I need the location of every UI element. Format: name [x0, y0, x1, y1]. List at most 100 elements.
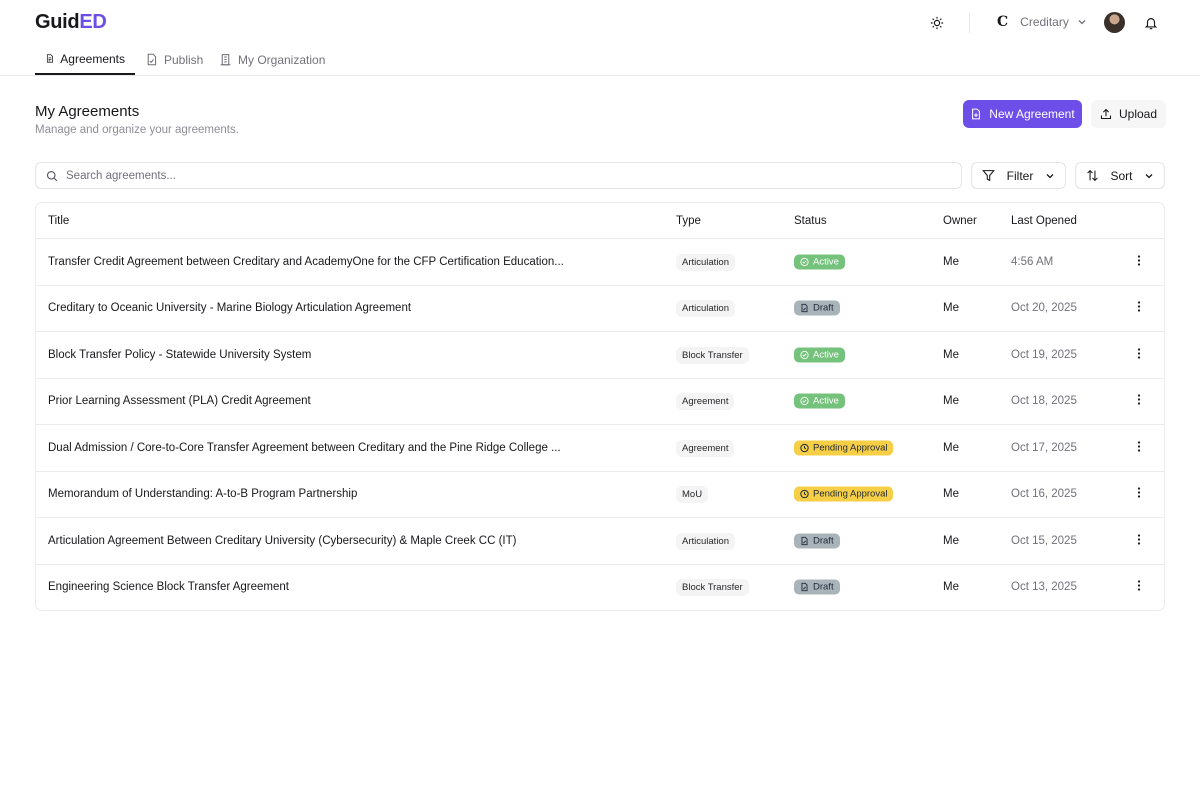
agreement-title[interactable]: Engineering Science Block Transfer Agree…	[48, 581, 289, 594]
column-header-title[interactable]: Title	[48, 214, 70, 227]
type-badge: Articulation	[676, 300, 735, 318]
last-opened: Oct 16, 2025	[1011, 488, 1077, 501]
status-badge: Pending Approval	[794, 440, 894, 456]
table-row[interactable]: Dual Admission / Core-to-Core Transfer A…	[36, 424, 1164, 471]
type-badge: Agreement	[676, 393, 735, 411]
more-options-icon[interactable]	[1134, 533, 1144, 548]
org-switcher[interactable]: C Creditary	[997, 14, 1087, 30]
sort-icon	[1087, 169, 1098, 182]
table-row[interactable]: Memorandum of Understanding: A-to-B Prog…	[36, 470, 1164, 518]
owner: Me	[943, 348, 959, 361]
more-options-icon[interactable]	[1134, 347, 1144, 362]
more-options-icon[interactable]	[1134, 440, 1144, 455]
last-opened: Oct 19, 2025	[1011, 348, 1077, 361]
status-badge: Active	[794, 254, 845, 270]
avatar[interactable]	[1104, 12, 1125, 33]
tab-publish[interactable]: Publish	[135, 44, 213, 75]
agreement-title[interactable]: Prior Learning Assessment (PLA) Credit A…	[48, 395, 311, 408]
status-badge: Active	[794, 347, 845, 363]
status-badge: Pending Approval	[794, 486, 894, 502]
clock-icon	[800, 443, 809, 452]
page-subtitle: Manage and organize your agreements.	[35, 124, 239, 136]
file-edit-icon	[801, 304, 808, 313]
owner: Me	[943, 581, 959, 594]
theme-toggle-icon[interactable]	[930, 16, 944, 30]
agreement-title[interactable]: Articulation Agreement Between Creditary…	[48, 534, 517, 547]
file-edit-icon	[801, 583, 808, 592]
file-check-icon	[147, 53, 157, 66]
type-badge: MoU	[676, 486, 709, 504]
table-row[interactable]: Creditary to Oceanic University - Marine…	[36, 284, 1164, 332]
search-input[interactable]	[66, 169, 961, 182]
column-header-last-opened[interactable]: Last Opened	[1011, 214, 1077, 227]
upload-icon	[1100, 108, 1112, 120]
file-plus-icon	[972, 108, 981, 120]
agreement-title[interactable]: Memorandum of Understanding: A-to-B Prog…	[48, 488, 358, 501]
clock-icon	[800, 490, 809, 499]
table-row[interactable]: Transfer Credit Agreement between Credit…	[36, 238, 1164, 285]
type-badge: Articulation	[676, 253, 735, 271]
table-row[interactable]: Prior Learning Assessment (PLA) Credit A…	[36, 377, 1164, 425]
search-icon	[46, 170, 58, 181]
file-text-icon	[46, 54, 53, 63]
last-opened: Oct 20, 2025	[1011, 302, 1077, 315]
check-circle-icon	[800, 397, 809, 406]
agreement-title[interactable]: Creditary to Oceanic University - Marine…	[48, 302, 412, 315]
last-opened: 4:56 AM	[1011, 255, 1054, 268]
column-header-status[interactable]: Status	[794, 214, 827, 227]
more-options-icon[interactable]	[1134, 580, 1144, 595]
owner: Me	[943, 255, 959, 268]
check-circle-icon	[800, 350, 809, 359]
filter-dropdown[interactable]: Filter	[971, 162, 1066, 189]
column-header-owner[interactable]: Owner	[943, 214, 977, 227]
more-options-icon[interactable]	[1134, 394, 1144, 409]
more-options-icon[interactable]	[1134, 487, 1144, 502]
last-opened: Oct 18, 2025	[1011, 395, 1077, 408]
tab-agreements[interactable]: Agreements	[35, 44, 135, 75]
search-field[interactable]	[35, 162, 962, 189]
logo[interactable]: GuidED	[35, 11, 107, 33]
sort-dropdown[interactable]: Sort	[1075, 162, 1165, 189]
chevron-down-icon	[1046, 173, 1054, 178]
owner: Me	[943, 395, 959, 408]
status-badge: Draft	[794, 533, 840, 549]
owner: Me	[943, 441, 959, 454]
new-agreement-button[interactable]: New Agreement	[963, 100, 1082, 128]
upload-button[interactable]: Upload	[1091, 100, 1166, 128]
last-opened: Oct 15, 2025	[1011, 534, 1077, 547]
type-badge: Agreement	[676, 439, 735, 457]
table-row[interactable]: Articulation Agreement Between Creditary…	[36, 517, 1164, 564]
check-circle-icon	[800, 257, 809, 266]
building-icon	[220, 54, 231, 66]
agreement-title[interactable]: Transfer Credit Agreement between Credit…	[48, 255, 564, 268]
table-row[interactable]: Block Transfer Policy - Statewide Univer…	[36, 331, 1164, 378]
type-badge: Articulation	[676, 532, 735, 550]
header-divider	[0, 75, 1200, 76]
owner: Me	[943, 488, 959, 501]
owner: Me	[943, 302, 959, 315]
type-badge: Block Transfer	[676, 346, 749, 364]
more-options-icon[interactable]	[1134, 301, 1144, 316]
filter-icon	[982, 170, 995, 182]
file-edit-icon	[801, 536, 808, 545]
chevron-down-icon	[1145, 173, 1153, 178]
status-badge: Active	[794, 393, 845, 409]
tab-my-organization[interactable]: My Organization	[209, 44, 335, 75]
status-badge: Draft	[794, 300, 840, 316]
agreement-title[interactable]: Dual Admission / Core-to-Core Transfer A…	[48, 441, 561, 454]
table-header: Title Type Status Owner Last Opened	[36, 203, 1164, 238]
bell-icon[interactable]	[1144, 16, 1158, 30]
column-header-type[interactable]: Type	[676, 214, 701, 227]
more-options-icon[interactable]	[1134, 254, 1144, 269]
type-badge: Block Transfer	[676, 579, 749, 597]
table-row[interactable]: Engineering Science Block Transfer Agree…	[36, 563, 1164, 611]
owner: Me	[943, 534, 959, 547]
page-title: My Agreements	[35, 103, 140, 120]
last-opened: Oct 17, 2025	[1011, 441, 1077, 454]
org-logo: C	[997, 14, 1009, 30]
status-badge: Draft	[794, 579, 840, 595]
agreement-title[interactable]: Block Transfer Policy - Statewide Univer…	[48, 348, 312, 361]
agreements-table: Title Type Status Owner Last Opened Tran…	[35, 202, 1165, 611]
last-opened: Oct 13, 2025	[1011, 581, 1077, 594]
chevron-down-icon	[1078, 20, 1086, 25]
